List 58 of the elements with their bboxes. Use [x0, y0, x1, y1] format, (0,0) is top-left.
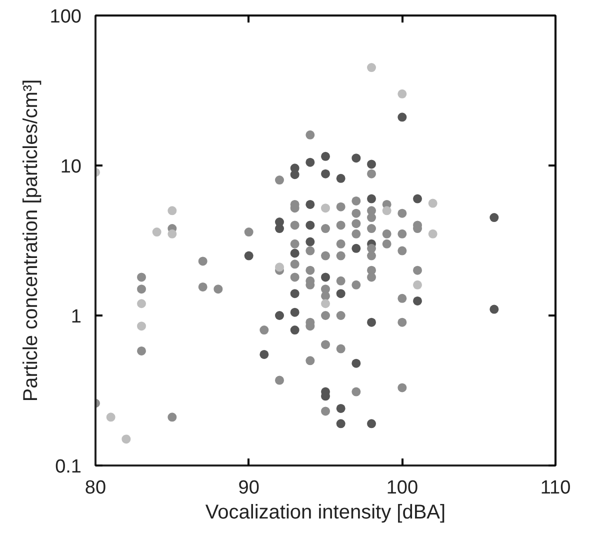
y-tick-label: 1: [70, 306, 82, 328]
point: [336, 419, 346, 428]
point: [321, 299, 330, 308]
point: [398, 89, 407, 98]
point: [367, 160, 376, 169]
point: [367, 63, 376, 72]
point: [290, 248, 300, 258]
x-tick-label: 90: [238, 478, 260, 498]
point: [413, 280, 422, 290]
x-tick-label: 100: [386, 478, 418, 498]
x-tick-label: 80: [84, 478, 106, 498]
point: [168, 206, 177, 216]
point: [428, 198, 438, 208]
point: [137, 299, 146, 308]
point: [306, 158, 315, 167]
point: [352, 244, 361, 253]
y-tick-label: 100: [50, 6, 82, 28]
point: [260, 350, 269, 359]
point: [321, 204, 330, 213]
point: [168, 229, 177, 238]
point: [428, 229, 438, 238]
point: [382, 206, 392, 216]
point: [336, 289, 346, 298]
point: [275, 224, 284, 234]
point: [352, 358, 361, 368]
point: [122, 434, 131, 444]
point: [336, 174, 346, 183]
point: [321, 272, 330, 282]
point: [321, 152, 330, 161]
y-axis-title: Particle concentration [particles/cm³]: [20, 79, 42, 402]
point: [490, 213, 499, 222]
point: [336, 404, 346, 413]
point: [306, 200, 315, 209]
point: [106, 412, 116, 422]
point: [321, 169, 330, 178]
point: [352, 154, 361, 163]
point: [306, 237, 315, 246]
x-axis-title: Vocalization intensity [dBA]: [205, 502, 446, 524]
point: [306, 220, 315, 230]
point: [290, 289, 300, 298]
point: [290, 170, 300, 180]
point: [137, 322, 146, 331]
y-tick-label: 0.1: [55, 456, 82, 478]
point: [152, 228, 162, 237]
y-tick-label: 10: [60, 156, 82, 178]
point: [290, 326, 300, 335]
point: [490, 304, 499, 314]
point: [290, 308, 300, 317]
point: [413, 296, 422, 306]
point: [367, 419, 376, 428]
x-tick-label: 110: [540, 478, 571, 498]
point: [275, 262, 284, 272]
point: [275, 311, 284, 320]
point: [367, 318, 376, 327]
point: [398, 112, 407, 122]
point: [413, 194, 422, 204]
point: [367, 194, 376, 204]
point: [244, 251, 254, 260]
